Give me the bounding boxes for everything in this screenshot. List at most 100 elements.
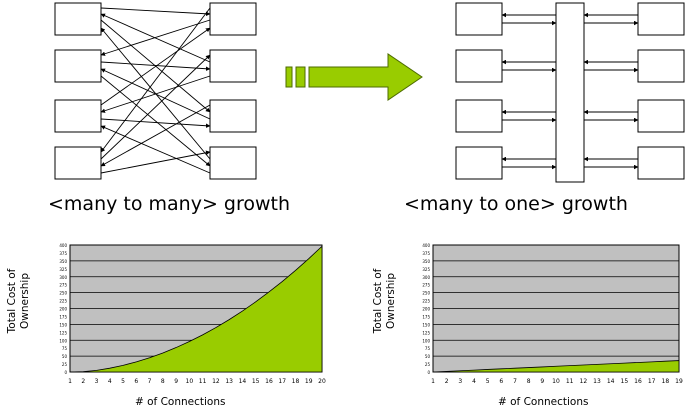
x-tick-label: 10 [552,378,560,385]
m2o-node-left-4 [455,146,503,180]
x-tick-label: 9 [540,378,544,385]
x-tick-label: 14 [607,378,615,385]
node-left-3 [54,99,102,133]
x-tick-label: 17 [648,378,656,385]
many-to-one-cost-chart: 0255075100125150175200225250275300325350… [422,243,683,385]
x-tick-label: 2 [81,378,85,385]
y-axis-title-left: Total Cost of Ownership [6,241,32,361]
m2o-node-right-3 [637,99,685,133]
x-tick-label: 16 [265,378,273,385]
x-tick-label: 13 [225,378,233,385]
y-tick-label: 200 [59,307,67,312]
m2o-node-left-2 [455,49,503,83]
arrow-body [308,53,423,101]
x-tick-label: 5 [486,378,490,385]
y-tick-label: 300 [422,275,430,280]
x-tick-label: 8 [161,378,165,385]
node-left-2 [54,49,102,83]
y-tick-label: 25 [425,362,431,367]
m2o-node-left-3 [455,99,503,133]
y-tick-label: 175 [422,314,430,319]
many-to-many-diagram [54,2,257,180]
x-tick-label: 3 [95,378,99,385]
y-tick-label: 75 [425,346,431,351]
x-tick-label: 18 [292,378,300,385]
m2o-node-right-2 [637,49,685,83]
connection-arrow-4 [100,27,211,160]
x-tick-label: 6 [134,378,138,385]
y-tick-label: 350 [422,259,430,264]
y-tick-label: 125 [59,330,67,335]
caption-many-to-many: <many to many> growth [48,193,291,215]
connection-arrow-10 [100,75,211,113]
y-tick-label: 400 [422,243,430,248]
connection-arrow-12 [100,125,211,174]
x-tick-label: 2 [445,378,449,385]
x-tick-label: 15 [252,378,260,385]
x-tick-label: 12 [212,378,220,385]
x-tick-label: 4 [108,378,112,385]
area-series [432,360,680,373]
y-tick-label: 325 [59,267,67,272]
connection-arrow-13 [100,7,211,153]
x-tick-label: 8 [527,378,531,385]
connection-arrow-8 [100,75,211,167]
arrow-stripe-1 [285,66,293,88]
connection-arrow-5 [100,19,211,56]
y-axis-title-right: Total Cost of Ownership [372,241,398,361]
x-tick-label: 12 [580,378,588,385]
node-right-2 [209,49,257,83]
x-tick-label: 1 [68,378,72,385]
x-tick-label: 20 [318,378,326,385]
y-tick-label: 225 [59,299,67,304]
x-tick-label: 7 [148,378,152,385]
y-tick-label: 375 [422,251,430,256]
x-tick-label: 18 [662,378,670,385]
connection-arrow-9 [100,27,211,106]
x-tick-label: 15 [621,378,629,385]
y-tick-label: 0 [64,370,67,375]
y-tick-label: 100 [59,338,67,343]
x-tick-label: 6 [499,378,503,385]
y-tick-label: 225 [422,299,430,304]
m2o-node-right-4 [637,146,685,180]
y-tick-label: 250 [422,291,430,296]
many-to-many-cost-chart: 0255075100125150175200225250275300325350… [59,243,326,385]
arrow-stripe-2 [295,66,306,88]
x-tick-label: 17 [278,378,286,385]
y-tick-label: 125 [422,330,430,335]
y-tick-label: 250 [59,291,67,296]
y-tick-label: 375 [59,251,67,256]
y-axis-title-left-line1: Total Cost of [6,268,18,334]
x-tick-label: 7 [513,378,517,385]
x-tick-label: 5 [121,378,125,385]
y-tick-label: 25 [62,362,68,367]
node-right-3 [209,99,257,133]
y-tick-label: 50 [62,354,68,359]
y-tick-label: 75 [62,346,68,351]
y-tick-label: 100 [422,338,430,343]
connection-arrow-6 [100,61,211,71]
connection-arrow-1 [100,7,211,17]
node-right-1 [209,2,257,36]
x-tick-label: 3 [458,378,462,385]
x-tick-label: 10 [186,378,194,385]
connection-arrow-2 [100,13,211,63]
y-tick-label: 50 [425,354,431,359]
connection-arrow-16 [100,150,211,174]
connection-arrow-11 [100,118,211,128]
transition-arrow [285,53,423,101]
x-tick-label: 14 [239,378,247,385]
y-tick-label: 350 [59,259,67,264]
y-tick-label: 150 [59,322,67,327]
x-tick-label: 11 [199,378,207,385]
m2o-node-left-1 [455,2,503,36]
x-tick-label: 19 [305,378,313,385]
y-tick-label: 275 [422,283,430,288]
node-right-4 [209,146,257,180]
hub-node [555,2,585,183]
node-left-1 [54,2,102,36]
x-axis-title-left: # of Connections [135,396,226,408]
x-tick-label: 1 [431,378,435,385]
